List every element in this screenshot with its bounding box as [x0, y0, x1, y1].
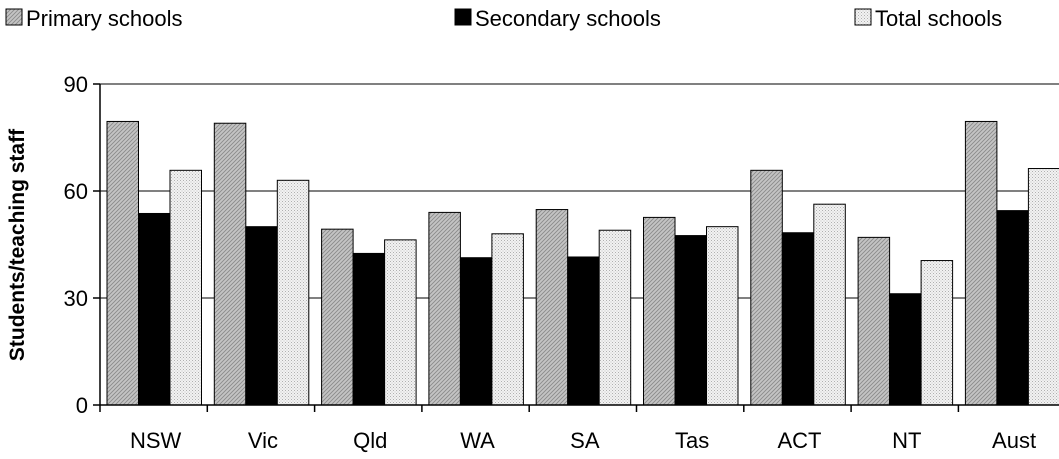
x-tick-label-sa: SA: [570, 428, 600, 453]
bar-primary-schools-aust: [964, 120, 998, 406]
bar-secondary-schools-nsw: [138, 212, 171, 406]
axes: 0 30 60 90 NSW Vic Qld WA SA Tas ACT NT Aust: [64, 72, 1059, 453]
legend-swatch-primary-schools: [5, 8, 23, 26]
bar-secondary-schools-qld: [352, 252, 386, 406]
bar-total-schools-nt: [920, 260, 954, 406]
bar-primary-schools-nt: [857, 236, 891, 406]
legend-item-total-schools: Total schools: [854, 6, 1002, 31]
bar-total-schools-nsw: [169, 169, 202, 406]
bar-secondary-schools-wa: [459, 257, 493, 406]
y-tick-label: 0: [76, 393, 88, 418]
x-tick-label-tas: Tas: [675, 428, 709, 453]
bar-total-schools-wa: [491, 233, 524, 406]
bar-primary-schools-sa: [535, 209, 569, 406]
bar-secondary-schools-vic: [245, 226, 278, 406]
bar-secondary-schools-aust: [996, 210, 1029, 406]
bar-primary-schools-act: [750, 169, 783, 406]
legend-label-primary-schools: Primary schools: [26, 6, 182, 31]
bar-primary-schools-vic: [213, 122, 247, 406]
bar-primary-schools-nsw: [106, 120, 139, 406]
bar-primary-schools-tas: [643, 216, 676, 406]
bar-secondary-schools-act: [781, 232, 815, 406]
y-tick-label: 60: [64, 179, 88, 204]
bar-secondary-schools-sa: [567, 256, 600, 406]
x-tick-label-nt: NT: [892, 428, 921, 453]
legend-label-secondary-schools: Secondary schools: [475, 6, 661, 31]
x-tick-label-wa: WA: [460, 428, 495, 453]
bars: [106, 120, 1059, 406]
bar-secondary-schools-nt: [889, 293, 922, 406]
legend-item-secondary-schools: Secondary schools: [454, 6, 661, 31]
x-tick-label-aust: Aust: [992, 428, 1036, 453]
bar-total-schools-tas: [706, 226, 739, 406]
x-tick-label-qld: Qld: [353, 428, 387, 453]
bar-total-schools-act: [813, 203, 846, 406]
legend-swatch-secondary-schools: [454, 8, 472, 26]
legend-item-primary-schools: Primary schools: [5, 6, 182, 31]
y-tick-label: 90: [64, 72, 88, 97]
bar-primary-schools-qld: [321, 228, 354, 406]
legend: Primary schools Secondary schools Total sc…: [5, 6, 1002, 31]
y-tick-label: 30: [64, 286, 88, 311]
bar-secondary-schools-tas: [674, 235, 707, 406]
bar-primary-schools-wa: [428, 211, 461, 406]
y-axis-label: Students/teaching staff: [6, 128, 29, 361]
legend-swatch-total-schools: [854, 8, 872, 26]
bar-total-schools-qld: [384, 239, 417, 406]
bar-total-schools-aust: [1027, 168, 1059, 406]
x-tick-label-act: ACT: [777, 428, 821, 453]
bar-total-schools-sa: [598, 229, 632, 406]
bar-total-schools-vic: [276, 179, 310, 406]
x-tick-label-vic: Vic: [248, 428, 278, 453]
legend-label-total-schools: Total schools: [875, 6, 1002, 31]
x-tick-label-nsw: NSW: [130, 428, 182, 453]
